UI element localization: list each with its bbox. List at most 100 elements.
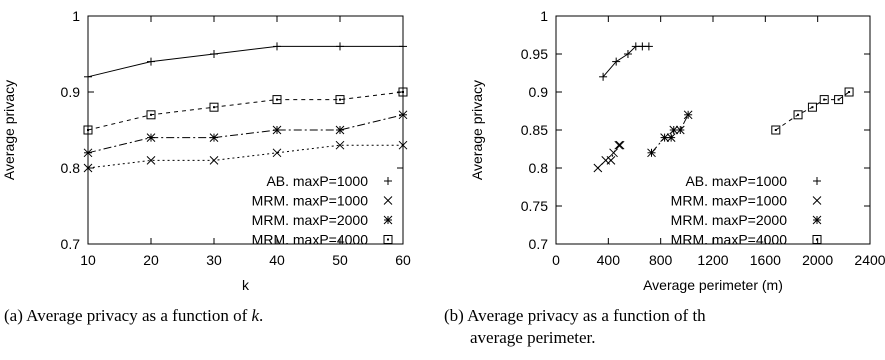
data-point-b-3-d2: [647, 148, 656, 158]
series-b-2: [593, 140, 625, 173]
data-point-a-4: [335, 95, 345, 105]
data-point-b-4-box: [834, 95, 844, 105]
x-tick-label-a: 60: [395, 252, 411, 268]
x-axis-label-b: Average perimeter (m): [643, 277, 783, 293]
data-point-a-2-d2: [398, 140, 408, 150]
data-point-a-4-dot: [276, 98, 278, 101]
data-point-a-3-d2: [272, 125, 282, 135]
data-point-b-3: [647, 148, 656, 158]
y-tick-label-b: 0.7: [529, 236, 549, 252]
data-point-a-3-d2: [335, 125, 345, 135]
data-point-b-1: [599, 72, 608, 81]
data-point-a-4-box: [83, 125, 93, 135]
data-point-a-2: [146, 156, 156, 165]
data-point-a-2: [272, 148, 282, 158]
x-tick-label-a: 10: [80, 252, 96, 268]
data-point-b-4: [793, 110, 803, 120]
data-point-b-4-dot: [797, 113, 800, 116]
data-point-b-4-box: [844, 87, 854, 97]
data-point-b-4-box: [819, 95, 829, 105]
y-tick-label-a: 1: [72, 8, 80, 24]
legend-label-a-2: MRM. maxP=1000: [252, 193, 369, 209]
caption-a: (a) Average privacy as a function of k.: [4, 305, 263, 327]
legend-label-b-1: AB. maxP=1000: [685, 173, 787, 189]
data-point-b-2-d2: [615, 140, 625, 150]
series-b-4: [771, 87, 854, 135]
data-point-a-2-d2: [335, 140, 345, 150]
series-b-3: [647, 110, 693, 158]
data-point-b-3-d2: [666, 133, 676, 142]
legend-marker-a-4: [383, 235, 393, 244]
data-point-a-3: [146, 133, 156, 142]
data-point-a-4-dot: [213, 106, 215, 109]
data-point-a-2-d2: [272, 148, 282, 158]
data-point-b-4-box: [793, 110, 803, 120]
caption-a-text: (a) Average privacy as a function of: [4, 306, 252, 325]
data-point-b-3: [666, 133, 676, 142]
series-a-1: [84, 42, 407, 81]
legend-marker-a-2: [383, 196, 393, 205]
data-point-b-4: [819, 95, 829, 105]
x-tick-label-a: 50: [332, 252, 348, 268]
data-point-a-3: [83, 148, 93, 158]
y-tick-label-b: 0.85: [521, 122, 548, 138]
legend-marker-a-3: [383, 215, 393, 225]
data-point-b-4-box: [807, 102, 817, 112]
data-point-a-1: [273, 42, 281, 51]
x-tick-label-b: 1200: [697, 252, 728, 268]
legend-marker-b-4-box: [812, 235, 822, 244]
data-point-b-2: [614, 140, 624, 150]
y-tick-label-a: 0.7: [61, 236, 81, 252]
data-point-a-2: [398, 140, 408, 150]
series-a-2: [83, 140, 408, 173]
data-point-a-4-box: [272, 95, 282, 105]
legend-marker-b-3-d2: [812, 215, 822, 225]
chart-b: 0 400 800 1200 1600 2000 2400 0.7 0.75 0.8 0.85 0.9…: [469, 8, 885, 293]
legend-marker-b-2: [812, 196, 822, 205]
data-point-a-1: [399, 42, 407, 51]
data-point-a-1: [210, 50, 218, 58]
y-axis-label-b: Average privacy: [469, 80, 485, 180]
data-point-b-4: [834, 95, 844, 105]
legend-marker-a-1: [384, 177, 392, 185]
data-point-a-3: [335, 125, 345, 135]
data-point-a-4-box: [335, 95, 345, 105]
y-tick-label-b: 0.9: [529, 84, 549, 100]
legend-label-b-4: MRM. maxP=4000: [671, 232, 788, 248]
data-point-b-2: [606, 156, 616, 165]
legend-marker-a-2-d2: [383, 196, 393, 205]
x-tick-label-b: 0: [552, 252, 560, 268]
data-point-a-2-d2: [209, 156, 219, 165]
data-point-b-3-d2: [669, 125, 679, 135]
data-point-a-1: [147, 57, 155, 66]
data-point-b-4-dot: [811, 106, 814, 109]
legend-marker-b-2-d2: [812, 196, 822, 205]
series-line-b-4: [775, 91, 850, 131]
y-tick-label-a: 0.8: [61, 160, 81, 176]
data-point-b-4-box: [771, 125, 781, 135]
series-line-a-1: [87, 45, 403, 78]
caption-b-line2: average perimeter.: [470, 328, 596, 347]
data-point-b-1: [644, 42, 653, 51]
chart-a: 10 20 30 40 50 60 0.7 0.8 0.9 1 k Average privacy AB…: [1, 8, 411, 293]
series-line-a-2: [87, 144, 403, 169]
y-axis-label-a: Average privacy: [1, 80, 17, 180]
x-tick-label-b: 800: [649, 252, 673, 268]
caption-b: (b) Average privacy as a function of th …: [444, 305, 885, 349]
legend-label-a-1: AB. maxP=1000: [266, 173, 368, 189]
data-point-a-4: [83, 125, 93, 135]
x-tick-label-a: 40: [269, 252, 285, 268]
data-point-a-2-d2: [146, 156, 156, 165]
data-point-b-3-d2: [675, 125, 685, 135]
x-tick-label-a: 30: [206, 252, 222, 268]
data-point-a-3-d2: [83, 148, 93, 158]
legend-marker-a-3-d2: [383, 215, 393, 225]
data-point-b-2-d2: [614, 140, 624, 150]
x-tick-label-b: 2400: [854, 252, 885, 268]
data-point-a-4-dot: [402, 91, 404, 93]
data-point-a-1: [84, 72, 92, 81]
data-point-a-2: [83, 163, 93, 173]
data-point-b-4-dot: [823, 98, 826, 101]
data-point-b-1: [612, 57, 621, 66]
